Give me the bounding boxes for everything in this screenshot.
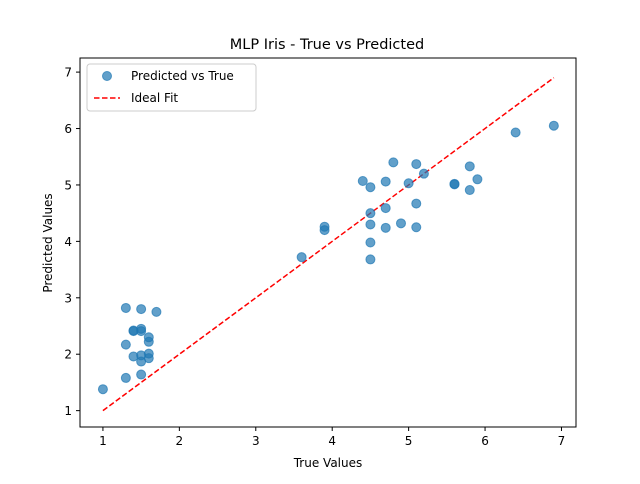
scatter-point bbox=[388, 157, 399, 168]
legend: Predicted vs True Ideal Fit bbox=[86, 63, 257, 112]
ideal-fit-layer bbox=[102, 77, 555, 412]
scatter-point bbox=[136, 369, 147, 380]
x-tick-label: 5 bbox=[405, 434, 413, 448]
plot-area bbox=[79, 57, 577, 428]
scatter-point bbox=[365, 208, 376, 219]
ideal-fit-line bbox=[102, 77, 555, 412]
scatter-point bbox=[120, 302, 131, 313]
scatter-point bbox=[548, 120, 559, 131]
plot-border bbox=[79, 57, 577, 428]
y-axis-label: Predicted Values bbox=[41, 193, 55, 292]
x-axis-label: True Values bbox=[293, 456, 363, 470]
x-tick-label: 2 bbox=[176, 434, 184, 448]
scatter-point bbox=[365, 237, 376, 248]
scatter-point bbox=[403, 178, 414, 189]
legend-label-predicted: Predicted vs True bbox=[131, 69, 234, 83]
scatter-point bbox=[449, 178, 460, 189]
scatter-point bbox=[365, 219, 376, 230]
scatter-point bbox=[380, 222, 391, 233]
scatter-point bbox=[472, 174, 483, 185]
scatter-point bbox=[418, 168, 429, 179]
scatter-point bbox=[510, 127, 521, 138]
scatter-point bbox=[380, 203, 391, 214]
x-axis: 1 2 3 4 5 6 7 bbox=[99, 427, 565, 448]
scatter-point bbox=[143, 348, 154, 359]
x-tick-label: 6 bbox=[481, 434, 489, 448]
scatter-point bbox=[120, 339, 131, 350]
legend-marker-predicted bbox=[102, 71, 112, 81]
y-tick-label: 4 bbox=[64, 235, 72, 249]
scatter-point bbox=[365, 182, 376, 193]
scatter-point bbox=[97, 384, 108, 395]
y-tick-label: 5 bbox=[64, 178, 72, 192]
scatter-point bbox=[464, 161, 475, 172]
x-tick-label: 7 bbox=[558, 434, 566, 448]
y-tick-label: 6 bbox=[64, 122, 72, 136]
chart-title: MLP Iris - True vs Predicted bbox=[230, 37, 424, 53]
x-tick-label: 4 bbox=[328, 434, 336, 448]
x-tick-label: 1 bbox=[99, 434, 107, 448]
scatter-point bbox=[151, 306, 162, 317]
scatter-point bbox=[464, 185, 475, 196]
y-tick-label: 2 bbox=[64, 348, 72, 362]
y-tick-label: 3 bbox=[64, 291, 72, 305]
legend-label-ideal: Ideal Fit bbox=[131, 91, 178, 105]
scatter-point bbox=[380, 176, 391, 187]
y-tick-label: 1 bbox=[64, 404, 72, 418]
y-axis: 1 2 3 4 5 6 7 bbox=[64, 66, 80, 418]
plot-frame bbox=[80, 58, 576, 427]
x-tick-label: 3 bbox=[252, 434, 260, 448]
scatter-point bbox=[136, 323, 147, 334]
scatter-point bbox=[357, 176, 368, 186]
scatter-point bbox=[143, 332, 154, 343]
legend-box bbox=[86, 63, 257, 112]
scatter-point bbox=[411, 222, 422, 233]
y-tick-label: 7 bbox=[64, 66, 72, 80]
scatter-point bbox=[411, 198, 422, 209]
scatter-point bbox=[136, 304, 147, 315]
scatter-point bbox=[120, 372, 131, 383]
scatter-point bbox=[319, 221, 330, 232]
scatter-point bbox=[365, 254, 376, 265]
scatter-point bbox=[395, 218, 406, 229]
scatter-points-layer bbox=[97, 120, 559, 395]
scatter-point bbox=[411, 159, 422, 170]
scatter-point bbox=[296, 252, 307, 263]
